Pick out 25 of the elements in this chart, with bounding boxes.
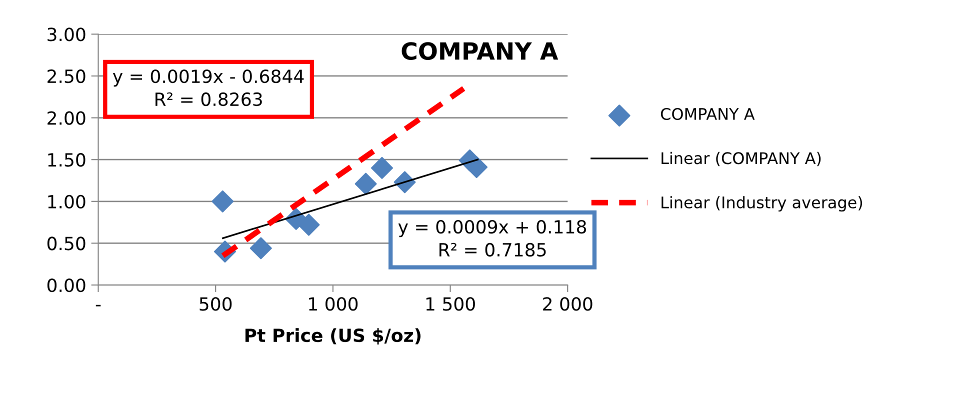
point: [212, 190, 234, 212]
point: [466, 156, 488, 178]
y-tick-label: 3.00: [48, 28, 86, 42]
x-tick-label: 1 500: [426, 297, 475, 311]
x-tick-label: 500: [200, 297, 232, 311]
y-tick-label: 1.00: [48, 194, 86, 209]
y-tick-label: 0.50: [47, 236, 86, 250]
y-tick-label: 1.50: [48, 153, 86, 167]
annotation: y = 0.0009x + 0.118 R² = 0.7185: [398, 220, 586, 257]
legend-label: COMPANY A: [660, 108, 755, 120]
y-tick-label: 0.00: [47, 278, 86, 292]
x-axis-title: Pt Price (US $/oz): [245, 328, 421, 345]
point: [298, 214, 320, 236]
x-tick-label: -: [96, 304, 101, 306]
point: [250, 237, 272, 260]
point: [354, 172, 377, 195]
annotation: y = 0.0019x - 0.6844 R² = 0.8263: [112, 69, 304, 106]
legend-label: Linear (COMPANY A): [662, 152, 821, 166]
legend-label: Linear (Industry average): [662, 196, 862, 212]
chart-title: COMPANY A: [402, 42, 558, 60]
y-tick-label: 2.00: [48, 111, 86, 125]
y-tick-label: 2.50: [48, 69, 86, 84]
x-tick-label: 2 000: [543, 297, 592, 311]
point: [371, 156, 393, 179]
x-tick-label: 1 000: [309, 297, 358, 311]
